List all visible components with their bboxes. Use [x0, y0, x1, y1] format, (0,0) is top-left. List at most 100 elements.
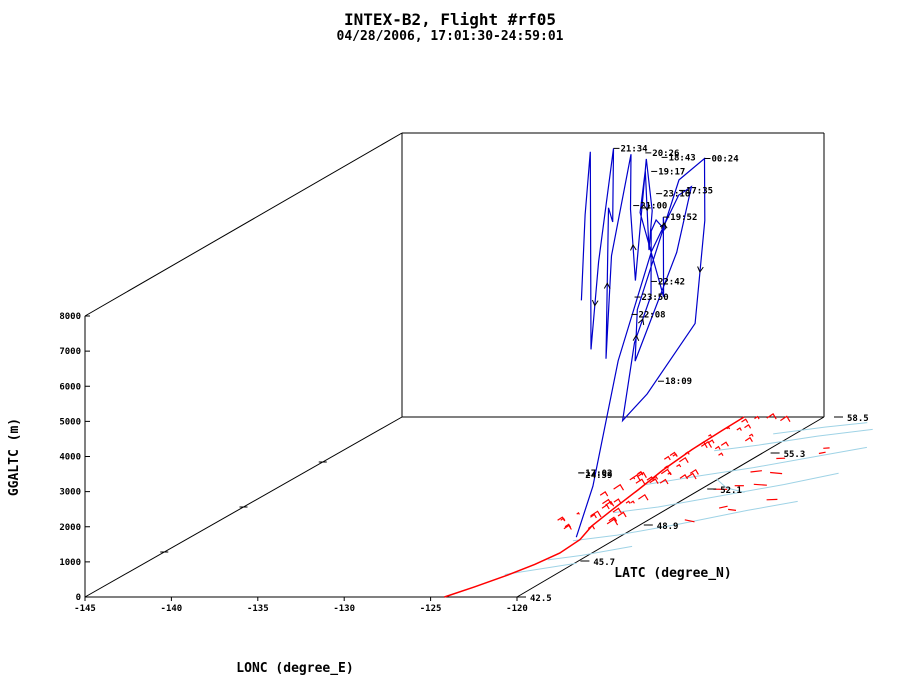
coastline-inlet — [599, 491, 609, 497]
direction-arrow — [637, 318, 645, 326]
coastline-inlet — [696, 441, 708, 449]
time-label: 23:50 — [642, 293, 669, 303]
coastline-inlet — [748, 433, 754, 437]
x-tick-label: -120 — [506, 604, 528, 614]
direction-arrow — [643, 204, 651, 212]
coastline-inlet — [611, 517, 618, 522]
coastline-inlet — [736, 427, 742, 431]
coastline-inlet — [638, 493, 649, 501]
land-fragment — [818, 451, 826, 455]
direction-arrow — [603, 282, 611, 289]
y-tick-label: 52.1 — [720, 486, 742, 496]
river-line — [645, 446, 867, 485]
coastline-inlet — [780, 415, 791, 423]
time-label: 20:26 — [652, 149, 679, 159]
direction-arrow — [660, 222, 668, 229]
z-tick-label: 7000 — [59, 347, 81, 357]
coastline-inlet — [754, 415, 760, 420]
y-tick-label: 58.5 — [847, 414, 869, 424]
coastline-inlet — [613, 483, 625, 491]
time-label: 24:59 — [585, 471, 612, 481]
river-line — [773, 422, 868, 435]
direction-arrow — [632, 334, 640, 342]
coastline-inlet — [587, 524, 596, 530]
coastline-inlet — [590, 510, 602, 518]
land-fragment — [718, 505, 728, 509]
coastline-inlet — [590, 513, 597, 519]
coastline-inlet — [563, 524, 572, 530]
coastline-inlet — [676, 463, 682, 468]
coastline-inlet — [744, 436, 753, 443]
y-tick-label: 42.5 — [530, 594, 552, 604]
coastline-inlet — [635, 478, 646, 485]
coastline-inlet — [672, 453, 678, 457]
coastline-inlet — [636, 471, 647, 479]
y-axis-line — [516, 416, 825, 598]
z-tick-label: 8000 — [59, 312, 81, 322]
z-tick-label: 1000 — [59, 558, 81, 568]
coastline-inlet — [560, 517, 566, 521]
x-tick-label: -125 — [420, 604, 442, 614]
river-line — [547, 545, 633, 561]
coastline-inlet — [625, 500, 631, 504]
x-tick-label: -135 — [247, 604, 269, 614]
river-line — [714, 428, 873, 452]
coastline-inlet — [714, 445, 721, 450]
z-tick-label: 2000 — [59, 523, 81, 533]
river-line — [572, 500, 798, 542]
river-line — [716, 478, 745, 493]
coastline-inlet — [636, 471, 644, 476]
coastline-inlet — [602, 498, 613, 506]
time-label: 23:16 — [663, 190, 690, 200]
z-tick-label: 6000 — [59, 382, 81, 392]
coastline-inlet — [684, 451, 690, 455]
coastline-inlet — [646, 476, 655, 482]
time-label: 21:34 — [620, 144, 648, 154]
direction-arrow — [630, 243, 637, 251]
y-tick-label: 45.7 — [593, 558, 615, 568]
time-label: 18:43 — [669, 153, 696, 163]
chart-title: INTEX-B2, Flight #rf05 — [344, 10, 556, 29]
y-tick-label: 55.3 — [784, 450, 806, 460]
coastline-layer — [444, 413, 830, 598]
coastline-inlet — [708, 433, 712, 437]
coastline-inlet — [708, 439, 715, 444]
coastline-inlet — [664, 465, 669, 469]
top-left-edge — [84, 132, 403, 317]
land-fragment — [728, 508, 737, 511]
z-tick-label: 4000 — [59, 453, 81, 463]
time-label: 21:00 — [640, 202, 667, 212]
x-axis-label: LONC (degree_E) — [236, 661, 353, 676]
river-lines-layer — [504, 422, 873, 575]
coastline-inlet — [685, 472, 697, 480]
coastline-inlet — [576, 512, 580, 515]
land-fragment — [753, 483, 767, 486]
coastline-inlet — [617, 511, 627, 518]
coastline-inlet — [744, 424, 752, 429]
coastline-inlet — [700, 441, 713, 448]
coastline-inlet — [613, 498, 622, 504]
coastline-inlet — [679, 456, 689, 464]
time-labels-layer: 00:24 17:35 18:43 19:17 23:16 19:52 20:26 21:34… — [578, 144, 739, 481]
coastline-inlet — [605, 500, 615, 507]
flight-track-layer — [575, 148, 706, 538]
direction-arrow — [591, 299, 599, 307]
coastline-inlet — [689, 468, 699, 475]
land-fragment — [770, 471, 783, 475]
y-axis-label: LATC (degree_N) — [614, 566, 731, 581]
time-label: 22:08 — [638, 310, 665, 320]
coastline-inlet — [766, 413, 777, 420]
x-tick-label: -130 — [333, 604, 355, 614]
z-tick-label: 0 — [76, 593, 81, 603]
coastline-inlet — [629, 474, 642, 482]
coastline-inlet — [726, 426, 731, 430]
z-tick-label: 3000 — [59, 488, 81, 498]
coastline-inlet — [649, 478, 659, 485]
time-label: 18:09 — [665, 377, 692, 387]
river-line — [504, 562, 577, 575]
z-axis-label: GGALTC (m) — [7, 418, 22, 496]
coastline-inlet — [601, 504, 610, 510]
time-label: 00:24 — [712, 155, 740, 165]
